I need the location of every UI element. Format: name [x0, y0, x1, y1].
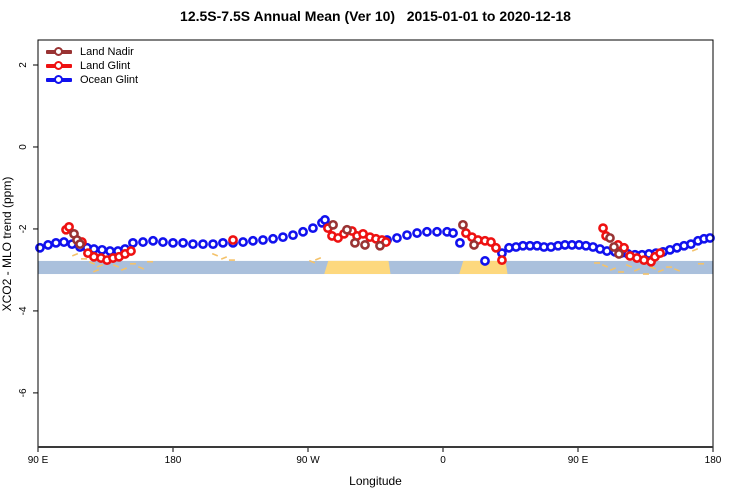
x-axis-label: Longitude [349, 474, 402, 488]
y-tick-label: 2 [18, 62, 29, 68]
data-point-ocean-glint [432, 226, 442, 237]
land-fraction-mark [92, 268, 100, 273]
x-tick-label: 90 W [296, 455, 320, 466]
land-fraction-mark [609, 267, 617, 271]
land-longitude-band [459, 260, 508, 275]
data-point-land-nadir [458, 219, 468, 230]
data-point-ocean-glint [218, 237, 228, 248]
data-point-ocean-glint [705, 233, 715, 243]
data-point-ocean-glint [288, 230, 298, 240]
data-point-land-nadir [350, 237, 360, 248]
data-point-ocean-glint [138, 237, 148, 247]
data-point-land-glint [64, 222, 74, 232]
x-tick-label: 180 [705, 455, 722, 466]
data-point-ocean-glint [35, 242, 45, 253]
legend-item-ocean-glint: Ocean Glint [46, 73, 138, 87]
data-point-land-nadir [609, 242, 619, 252]
data-point-ocean-glint [392, 233, 402, 243]
y-tick-label: -4 [18, 306, 29, 315]
data-point-land-glint [655, 248, 665, 259]
data-point-land-nadir [469, 240, 479, 250]
data-point-land-glint [491, 242, 501, 253]
data-point-ocean-glint [168, 237, 178, 248]
data-point-land-nadir [75, 239, 85, 250]
land-fraction-mark [314, 257, 322, 261]
land-fraction-mark [220, 256, 228, 260]
land-fraction-mark [657, 268, 665, 273]
data-point-ocean-glint [178, 237, 188, 248]
x-tick-label: 180 [165, 455, 182, 466]
data-point-ocean-glint [238, 237, 248, 247]
x-tick-label: 90 E [568, 455, 589, 466]
data-point-ocean-glint [448, 228, 458, 238]
data-point-land-nadir [605, 233, 615, 243]
data-point-land-nadir [614, 249, 624, 259]
data-point-ocean-glint [43, 240, 53, 250]
data-point-land-glint [126, 246, 136, 256]
land-glint-marker-icon [46, 61, 72, 71]
data-point-ocean-glint [258, 235, 268, 245]
data-point-ocean-glint [128, 237, 138, 248]
land-fraction-mark [96, 263, 104, 268]
land-fraction-mark [625, 263, 633, 268]
land-fraction-mark [691, 247, 699, 252]
data-point-ocean-glint [188, 239, 198, 250]
data-point-land-glint [486, 237, 496, 247]
ocean-glint-marker-icon [46, 75, 72, 85]
x-tick-label: 0 [440, 455, 446, 466]
data-point-ocean-glint [248, 235, 258, 246]
land-fraction-mark [211, 252, 219, 257]
data-point-ocean-glint [278, 232, 288, 243]
data-point-ocean-glint [308, 223, 318, 234]
land-fraction-mark [649, 266, 657, 270]
data-point-land-glint [619, 242, 629, 253]
land-fraction-mark [633, 268, 641, 272]
land-fraction-mark [601, 263, 609, 268]
data-point-ocean-glint [320, 215, 330, 225]
data-point-land-nadir [360, 240, 370, 250]
y-tick-label: -2 [18, 224, 29, 233]
legend-label: Ocean Glint [80, 74, 139, 86]
data-point-land-glint [228, 235, 238, 245]
land-nadir-marker-icon [46, 47, 72, 57]
data-point-ocean-glint [455, 237, 465, 248]
data-point-ocean-glint [422, 226, 432, 237]
data-point-ocean-glint [298, 226, 308, 237]
data-point-ocean-glint [412, 228, 422, 238]
x-tick-label: 90 E [28, 455, 49, 466]
chart-title: 12.5S-7.5S Annual Mean (Ver 10) 2015-01-… [180, 8, 571, 24]
legend-item-land-nadir: Land Nadir [46, 45, 138, 59]
data-point-ocean-glint [208, 239, 218, 250]
data-point-ocean-glint [51, 237, 61, 248]
data-point-ocean-glint [402, 230, 412, 240]
legend-label: Land Nadir [80, 46, 134, 58]
land-fraction-mark [308, 259, 316, 264]
land-fraction-mark [71, 252, 79, 257]
data-point-land-glint [598, 223, 608, 234]
data-point-ocean-glint [59, 237, 69, 247]
legend-label: Land Glint [80, 60, 131, 72]
data-point-ocean-glint [198, 239, 208, 250]
land-fraction-mark [137, 266, 145, 270]
data-point-land-glint [497, 255, 507, 265]
legend-item-land-glint: Land Glint [46, 59, 138, 73]
land-fraction-mark [88, 261, 96, 265]
land-fraction-mark [112, 263, 120, 268]
y-tick-label: 0 [18, 144, 29, 150]
data-point-ocean-glint [148, 235, 158, 246]
data-point-ocean-glint [268, 233, 278, 244]
data-point-land-nadir [328, 219, 338, 230]
y-tick-label: -6 [18, 388, 29, 397]
data-point-ocean-glint [158, 237, 168, 247]
legend: Land Nadir Land Glint Ocean Glint [46, 45, 138, 87]
land-longitude-band [324, 260, 391, 275]
land-fraction-mark [120, 267, 128, 271]
land-fraction-mark [673, 268, 681, 272]
data-point-ocean-glint [97, 244, 107, 255]
data-point-land-nadir [375, 240, 385, 251]
data-point-ocean-glint [480, 256, 490, 266]
data-point-land-nadir [342, 224, 352, 235]
